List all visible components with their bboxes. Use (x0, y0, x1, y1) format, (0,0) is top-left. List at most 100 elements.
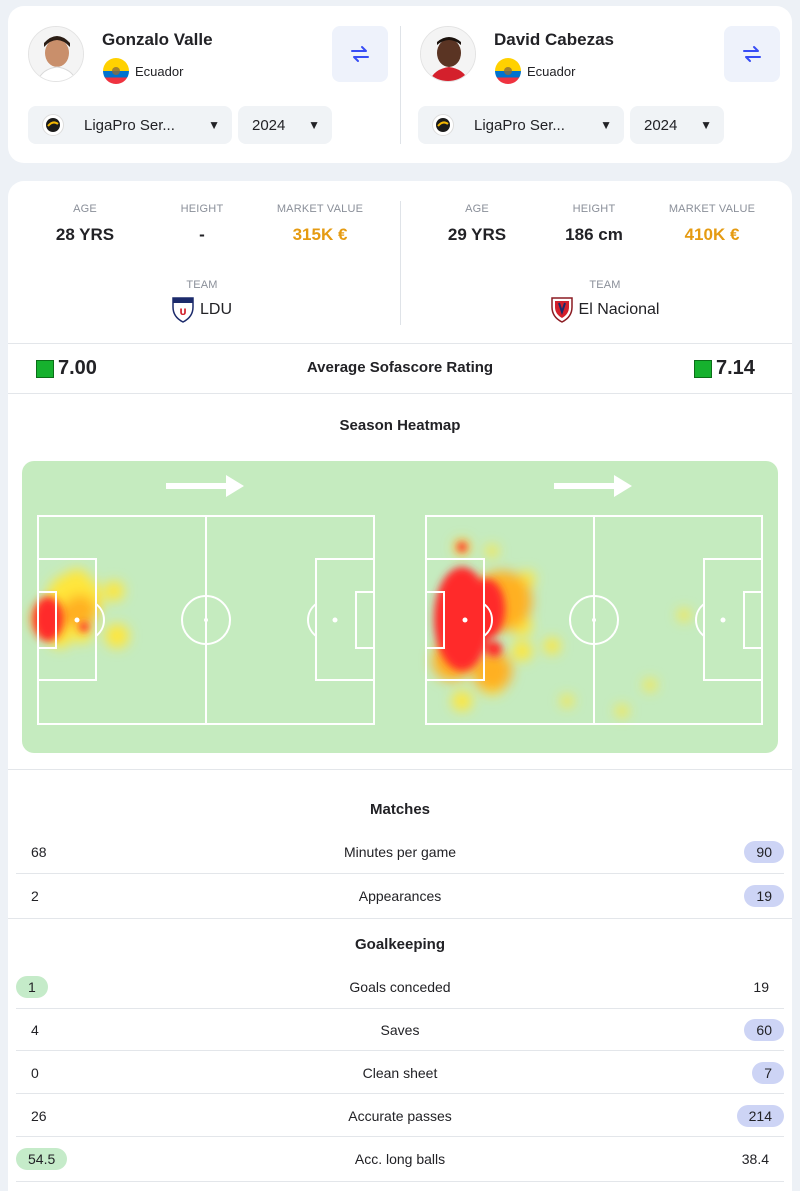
player-2-stat-value: 214 (736, 1104, 784, 1127)
player-2-team-link[interactable]: El Nacional (520, 297, 690, 323)
rating-title: Average Sofascore Rating (306, 359, 494, 376)
stat-label: Clean sheet (362, 1064, 438, 1081)
height-label: HEIGHT (180, 203, 224, 215)
team-label: TEAM (186, 279, 218, 291)
divider (16, 1181, 784, 1182)
ecuador-flag-icon (495, 58, 521, 84)
player-2-height: 186 cm (565, 225, 623, 244)
player-1-rating: 7.00 (36, 357, 97, 380)
stat-label: Goals conceded (349, 978, 451, 995)
player-1-stat-value: 2 (31, 887, 39, 904)
player-1-avatar[interactable] (28, 26, 84, 82)
player-1-team-name: LDU (199, 301, 232, 318)
player-1-info: AGE 28 YRS HEIGHT - MARKET VALUE 315K € … (8, 201, 400, 331)
chevron-down-icon: ▼ (308, 118, 320, 132)
rating-square-icon (694, 359, 712, 378)
player-2-stat-value: 60 (744, 1018, 784, 1041)
player-1-stat-value: 54.5 (16, 1147, 68, 1170)
stat-row-appearances: 2 Appearances 19 (16, 874, 784, 917)
stat-row-saves: 4 Saves 60 (16, 1008, 784, 1051)
stat-label: Accurate passes (348, 1107, 452, 1124)
player-2-country: Ecuador (527, 64, 576, 79)
season-heatmap (22, 461, 778, 753)
divider (16, 1136, 784, 1137)
attack-direction-arrow-icon (166, 475, 244, 497)
player-2-age: 29 YRS (447, 225, 507, 244)
divider (8, 393, 792, 394)
divider (16, 1008, 784, 1009)
comparison-card: AGE 28 YRS HEIGHT - MARKET VALUE 315K € … (8, 181, 792, 1191)
player-1-market-value: 315K € (292, 225, 348, 244)
player-1-league-dropdown[interactable]: LigaPro Ser... ▼ (28, 106, 232, 144)
player-2-stat-value: 7 (752, 1061, 784, 1084)
player-2-name: David Cabezas (494, 30, 614, 49)
market-value-label: MARKET VALUE (668, 203, 756, 215)
player-2-market-value: 410K € (684, 225, 740, 244)
player-1-team-link[interactable]: U LDU (142, 297, 262, 323)
player-1-season-label: 2024 (252, 116, 286, 134)
player-2-stat-value: 19 (744, 884, 784, 907)
player-2-avatar[interactable] (420, 26, 476, 82)
player-1-stat-value: 0 (31, 1064, 39, 1081)
stat-label: Saves (380, 1021, 420, 1038)
league-logo-icon (42, 114, 64, 136)
stat-row-clean-sheet: 0 Clean sheet 7 (16, 1051, 784, 1094)
rating-square-icon (36, 359, 54, 378)
player-2-info: AGE 29 YRS HEIGHT 186 cm MARKET VALUE 41… (400, 201, 792, 331)
swap-player-1-button[interactable] (332, 26, 388, 82)
player-selector-card: Gonzalo Valle Ecuador LigaPro Ser... ▼ 2… (8, 6, 792, 163)
player-2-season-dropdown[interactable]: 2024 ▼ (630, 106, 724, 144)
divider (16, 1050, 784, 1051)
chevron-down-icon: ▼ (208, 118, 220, 132)
player-2-stat-value: 90 (744, 840, 784, 863)
age-label: AGE (465, 203, 489, 215)
team-label: TEAM (589, 279, 621, 291)
divider (8, 918, 792, 919)
divider (16, 873, 784, 874)
swap-player-2-button[interactable] (724, 26, 780, 82)
player-2-rating: 7.14 (694, 357, 755, 380)
player-2-rating-value: 7.14 (716, 357, 755, 379)
chevron-down-icon: ▼ (600, 118, 612, 132)
stat-row-acc-long-balls: 54.5 Acc. long balls 38.4 (16, 1137, 784, 1180)
player-2-selector: David Cabezas Ecuador LigaPro Ser... ▼ 2… (400, 26, 792, 156)
player-1-stat-value: 4 (31, 1021, 39, 1038)
player-1-name: Gonzalo Valle (102, 30, 213, 49)
stat-label: Appearances (358, 887, 442, 904)
stat-label: Minutes per game (343, 843, 457, 860)
stat-row-accurate-passes: 26 Accurate passes 214 (16, 1094, 784, 1137)
divider (8, 769, 792, 770)
section-title-goalkeeping: Goalkeeping (354, 936, 446, 953)
player-1-stat-value: 1 (16, 975, 48, 998)
team-crest-icon: U (172, 297, 194, 323)
market-value-label: MARKET VALUE (276, 203, 364, 215)
player-1-age: 28 YRS (55, 225, 115, 244)
player-1-height: - (199, 225, 205, 244)
stat-label: Acc. long balls (354, 1150, 446, 1167)
divider (400, 201, 401, 325)
player-1-selector: Gonzalo Valle Ecuador LigaPro Ser... ▼ 2… (8, 26, 400, 156)
player-2-league-dropdown[interactable]: LigaPro Ser... ▼ (418, 106, 624, 144)
chevron-down-icon: ▼ (700, 118, 712, 132)
divider (400, 26, 401, 144)
section-title-matches: Matches (369, 801, 431, 818)
swap-icon (743, 46, 761, 62)
swap-icon (351, 46, 369, 62)
stat-row-goals-conceded: 1 Goals conceded 19 (16, 965, 784, 1008)
player-1-season-dropdown[interactable]: 2024 ▼ (238, 106, 332, 144)
svg-text:U: U (179, 308, 186, 318)
player-1-stat-value: 26 (31, 1107, 47, 1124)
player-1-country: Ecuador (135, 64, 184, 79)
heatmap-title: Season Heatmap (339, 417, 461, 434)
player-2-team-name: El Nacional (578, 301, 660, 318)
divider (8, 343, 792, 344)
player-2-league-label: LigaPro Ser... (474, 116, 565, 134)
stat-row-minutes-per-game: 68 Minutes per game 90 (16, 830, 784, 873)
player-2-season-label: 2024 (644, 116, 678, 134)
player-1-stat-value: 68 (31, 843, 47, 860)
league-logo-icon (432, 114, 454, 136)
player-1-rating-value: 7.00 (58, 357, 97, 379)
player-1-pitch (32, 515, 375, 725)
attack-direction-arrow-icon (554, 475, 632, 497)
player-2-pitch (425, 515, 763, 725)
